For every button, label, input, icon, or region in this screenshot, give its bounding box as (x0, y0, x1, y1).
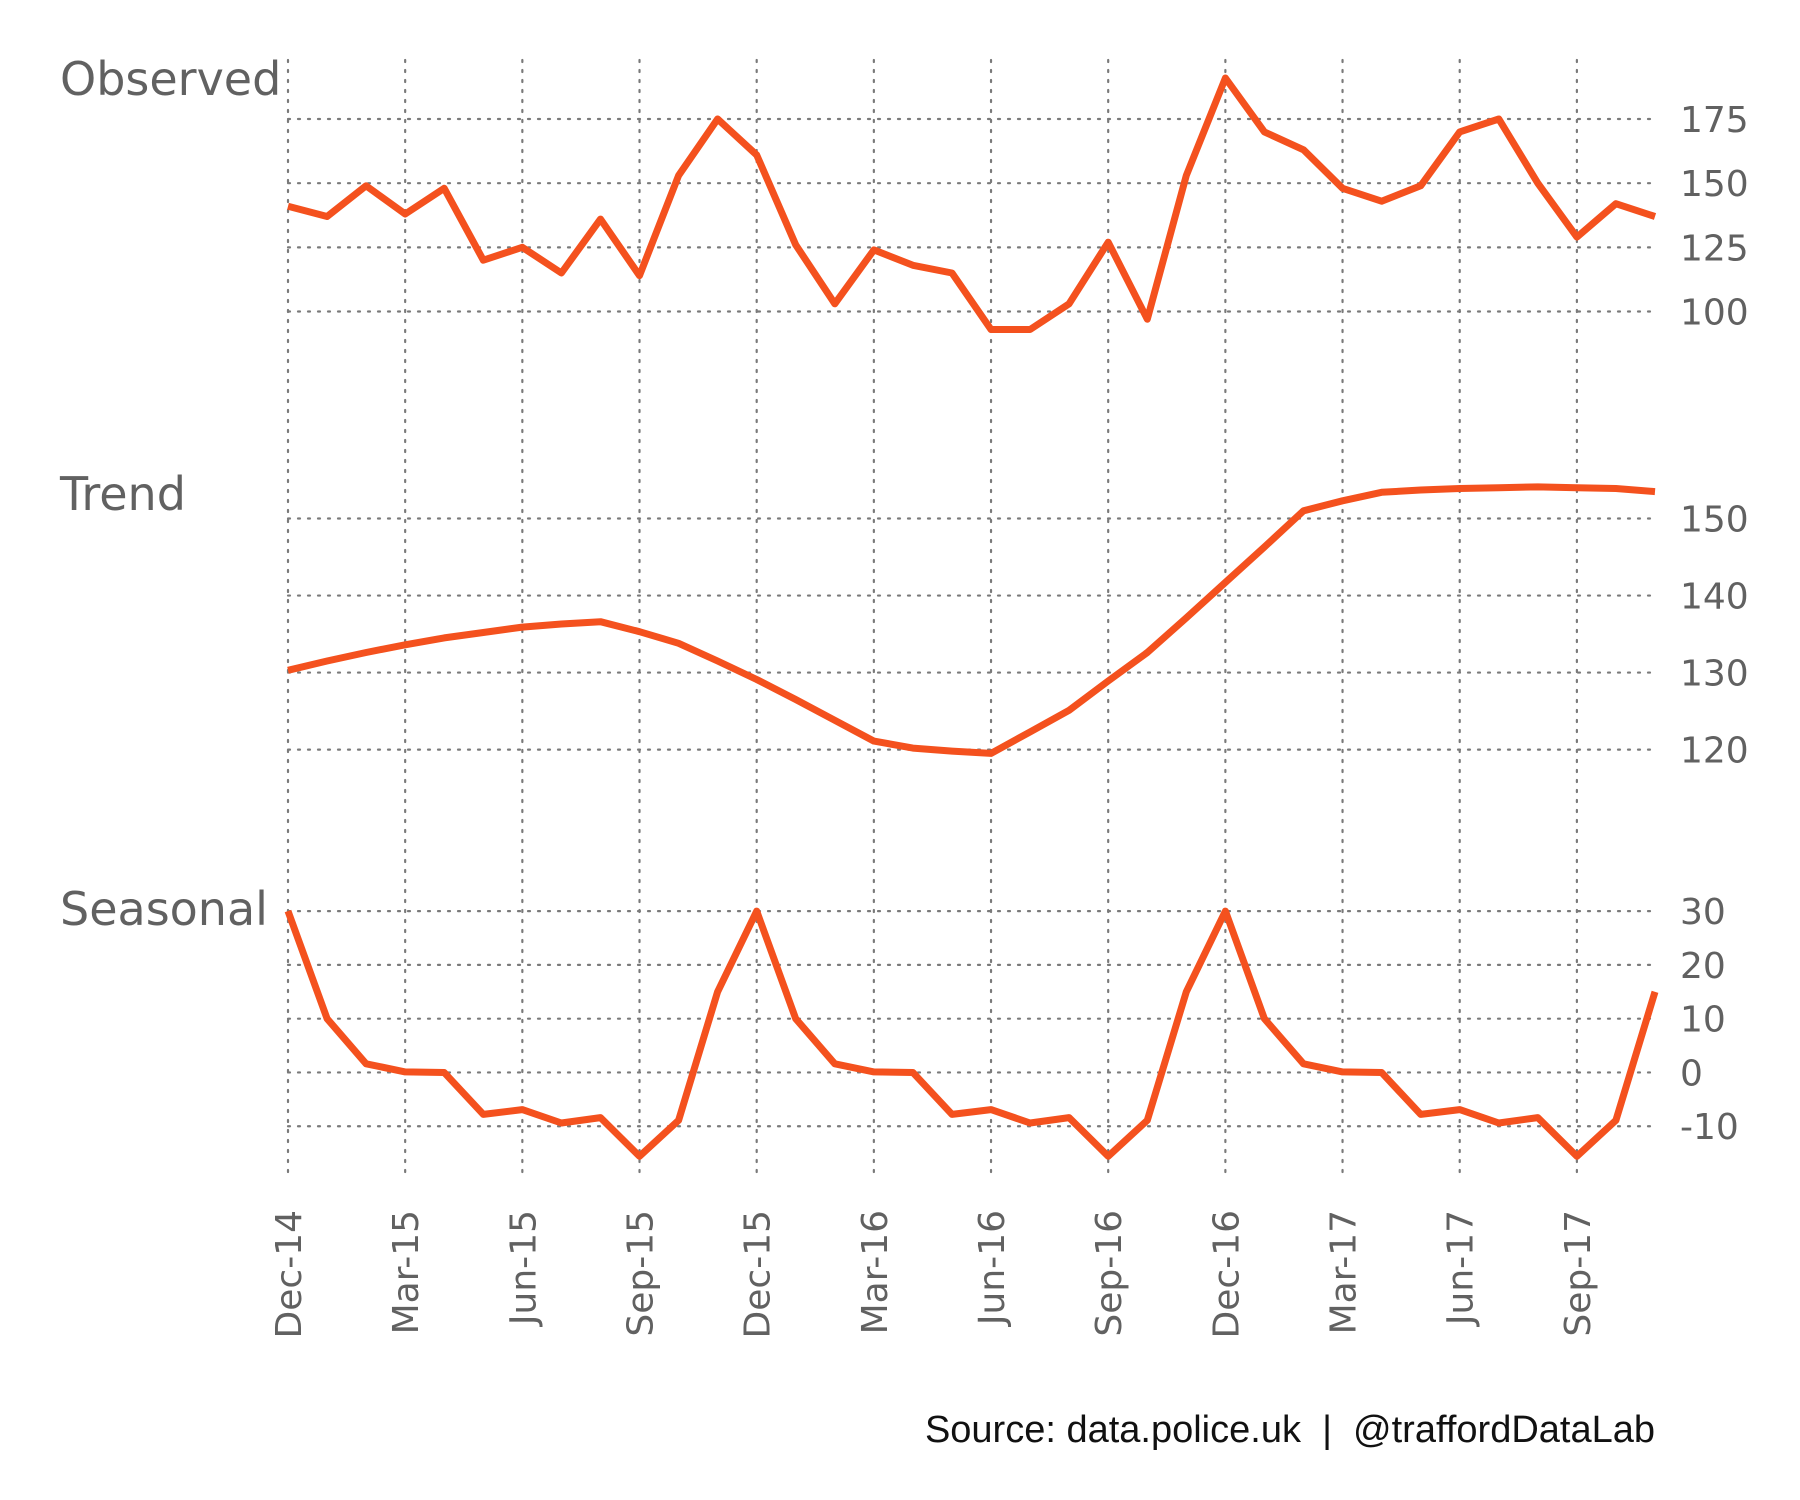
x-tick-label-mar-17: Mar-17 (1324, 1210, 1365, 1334)
series-line-observed (287, 74, 1657, 333)
panel-title-trend: Trend (59, 467, 186, 521)
series-line-trend (287, 483, 1656, 757)
panel-seasonal: -10 0 10 20 30 Seasonal (60, 882, 1739, 1160)
y-tick-label-trend-2: 140 (1680, 577, 1749, 618)
y-tick-label-seasonal-4: 30 (1680, 892, 1726, 933)
panels-layer: 100125150175Observed120130140150Trend-10… (59, 52, 1749, 1160)
y-tick-label-trend-1: 130 (1680, 654, 1749, 695)
x-tick-label-sep-16: Sep-16 (1089, 1210, 1130, 1337)
source-caption: Source: data.police.uk | @traffordDataLa… (925, 1409, 1655, 1451)
grid-layer (286, 58, 1578, 1182)
y-tick-label-seasonal-1: 0 (1680, 1053, 1703, 1094)
panel-title-seasonal: Seasonal (60, 882, 268, 936)
y-tick-label-trend-0: 120 (1680, 731, 1749, 772)
series-line-seasonal (284, 907, 1659, 1160)
y-tick-label-trend-3: 150 (1680, 500, 1749, 541)
x-tick-label-jun-15: Jun-15 (503, 1210, 544, 1327)
y-tick-label-seasonal-3: 20 (1680, 946, 1726, 987)
x-tick-label-mar-16: Mar-16 (855, 1210, 896, 1334)
x-tick-label-jun-17: Jun-17 (1441, 1210, 1482, 1327)
y-tick-label-seasonal-0: -10 (1680, 1107, 1739, 1148)
y-tick-label-observed-2: 150 (1680, 164, 1749, 205)
y-tick-label-seasonal-2: 10 (1680, 1000, 1726, 1041)
panel-title-observed: Observed (60, 52, 281, 106)
y-tick-label-observed-0: 100 (1680, 293, 1749, 334)
x-axis: Dec-14 Mar-15 Jun-15 Sep-15 Dec-15 Mar-16 Jun-… (269, 1210, 1599, 1338)
panel-observed: 100 125 150 175 Observed (60, 52, 1749, 334)
x-tick-label-jun-16: Jun-16 (972, 1210, 1013, 1327)
x-tick-label-dec-15: Dec-15 (738, 1210, 779, 1338)
panel-trend: 120 130 140 150 Trend (59, 467, 1749, 772)
y-tick-label-observed-1: 125 (1680, 228, 1749, 269)
x-tick-label-sep-15: Sep-15 (621, 1210, 662, 1337)
x-tick-label-dec-14: Dec-14 (269, 1210, 310, 1338)
x-tick-label-dec-16: Dec-16 (1206, 1210, 1247, 1338)
y-tick-label-observed-3: 175 (1680, 100, 1749, 141)
x-tick-label-mar-15: Mar-15 (386, 1210, 427, 1334)
x-tick-label-sep-17: Sep-17 (1558, 1210, 1599, 1337)
